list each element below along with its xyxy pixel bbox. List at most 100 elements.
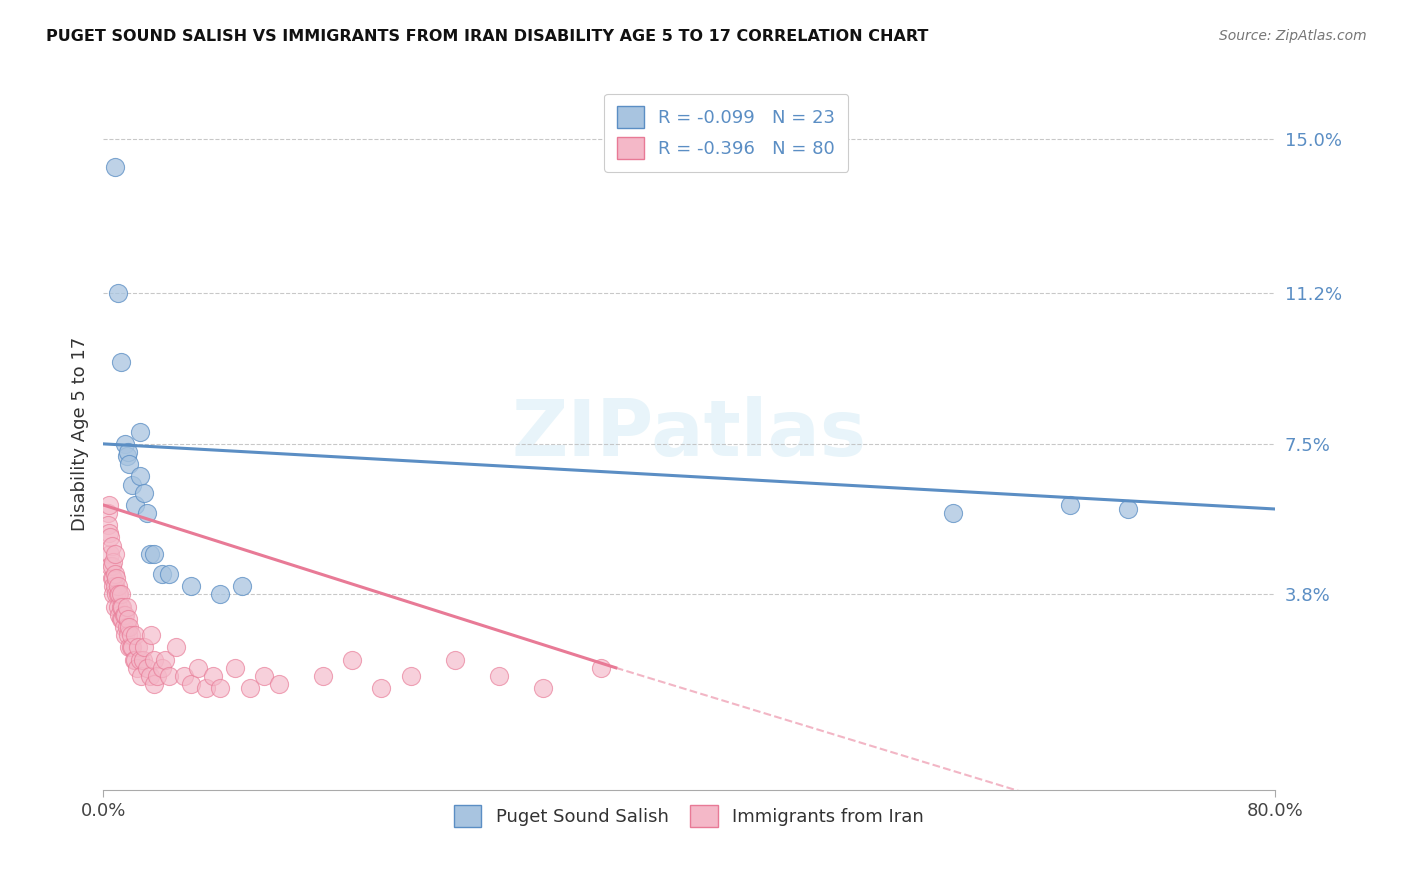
- Point: [340, 652, 363, 666]
- Point: [591, 661, 613, 675]
- Point: [201, 669, 224, 683]
- Point: [111, 599, 134, 614]
- Point: [122, 652, 145, 666]
- Point: [124, 628, 146, 642]
- Point: [120, 628, 142, 642]
- Point: [101, 559, 124, 574]
- Point: [1118, 502, 1140, 516]
- Point: [101, 539, 124, 553]
- Point: [443, 652, 465, 666]
- Point: [108, 587, 131, 601]
- Text: PUGET SOUND SALISH VS IMMIGRANTS FROM IRAN DISABILITY AGE 5 TO 17 CORRELATION CH: PUGET SOUND SALISH VS IMMIGRANTS FROM IR…: [46, 29, 929, 44]
- Point: [239, 681, 262, 695]
- Point: [121, 640, 143, 655]
- Point: [139, 669, 162, 683]
- Point: [143, 652, 166, 666]
- Point: [312, 669, 335, 683]
- Point: [101, 571, 124, 585]
- Point: [110, 599, 132, 614]
- Point: [399, 669, 422, 683]
- Point: [124, 498, 146, 512]
- Text: Source: ZipAtlas.com: Source: ZipAtlas.com: [1219, 29, 1367, 43]
- Point: [136, 661, 159, 675]
- Point: [139, 547, 162, 561]
- Point: [187, 661, 209, 675]
- Point: [157, 669, 180, 683]
- Point: [146, 669, 169, 683]
- Text: ZIPatlas: ZIPatlas: [512, 396, 866, 472]
- Point: [153, 652, 176, 666]
- Point: [104, 599, 127, 614]
- Point: [128, 425, 150, 439]
- Point: [209, 681, 232, 695]
- Point: [96, 506, 118, 520]
- Point: [111, 612, 134, 626]
- Point: [107, 579, 129, 593]
- Point: [180, 677, 202, 691]
- Point: [488, 669, 510, 683]
- Point: [117, 628, 139, 642]
- Point: [105, 587, 128, 601]
- Point: [100, 547, 122, 561]
- Legend: Puget Sound Salish, Immigrants from Iran: Puget Sound Salish, Immigrants from Iran: [447, 797, 931, 834]
- Point: [118, 640, 141, 655]
- Point: [100, 531, 122, 545]
- Point: [231, 579, 253, 593]
- Point: [104, 160, 127, 174]
- Point: [128, 469, 150, 483]
- Point: [370, 681, 392, 695]
- Point: [157, 567, 180, 582]
- Point: [150, 661, 173, 675]
- Point: [143, 677, 166, 691]
- Point: [103, 587, 125, 601]
- Point: [127, 640, 149, 655]
- Point: [98, 526, 121, 541]
- Point: [112, 607, 135, 622]
- Point: [114, 607, 136, 622]
- Point: [134, 485, 156, 500]
- Point: [165, 640, 187, 655]
- Point: [942, 506, 965, 520]
- Point: [105, 571, 128, 585]
- Point: [103, 555, 125, 569]
- Point: [143, 547, 166, 561]
- Point: [131, 652, 153, 666]
- Point: [253, 669, 276, 683]
- Point: [134, 640, 156, 655]
- Point: [267, 677, 290, 691]
- Point: [104, 579, 127, 593]
- Point: [107, 286, 129, 301]
- Point: [110, 587, 132, 601]
- Y-axis label: Disability Age 5 to 17: Disability Age 5 to 17: [72, 336, 89, 531]
- Point: [118, 457, 141, 471]
- Point: [107, 599, 129, 614]
- Point: [118, 620, 141, 634]
- Point: [180, 579, 202, 593]
- Point: [121, 477, 143, 491]
- Point: [108, 607, 131, 622]
- Point: [150, 567, 173, 582]
- Point: [96, 518, 118, 533]
- Point: [104, 547, 127, 561]
- Point: [1059, 498, 1081, 512]
- Point: [98, 498, 121, 512]
- Point: [115, 620, 138, 634]
- Point: [117, 445, 139, 459]
- Point: [112, 620, 135, 634]
- Point: [103, 579, 125, 593]
- Point: [100, 559, 122, 574]
- Point: [125, 661, 148, 675]
- Point: [209, 587, 232, 601]
- Point: [115, 599, 138, 614]
- Point: [531, 681, 554, 695]
- Point: [104, 567, 127, 582]
- Point: [124, 652, 146, 666]
- Point: [224, 661, 246, 675]
- Point: [136, 506, 159, 520]
- Point: [110, 612, 132, 626]
- Point: [110, 355, 132, 369]
- Point: [173, 669, 195, 683]
- Point: [103, 571, 125, 585]
- Point: [194, 681, 217, 695]
- Point: [114, 437, 136, 451]
